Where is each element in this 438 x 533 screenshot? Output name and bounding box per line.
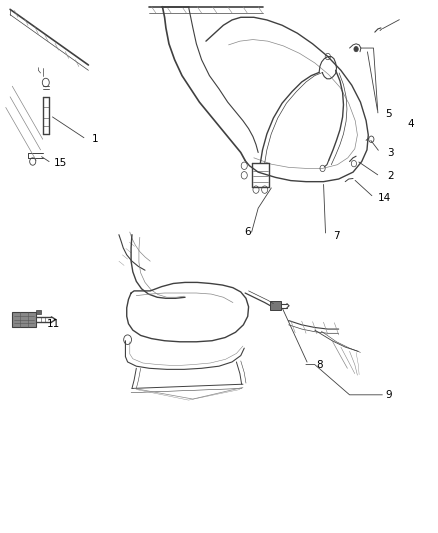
Text: 5: 5	[385, 109, 392, 119]
Text: 11: 11	[47, 319, 60, 329]
Text: 14: 14	[378, 192, 391, 203]
Text: 6: 6	[244, 227, 251, 237]
Text: 15: 15	[53, 158, 67, 168]
Bar	[270, 302, 281, 310]
FancyBboxPatch shape	[12, 312, 36, 327]
Text: 2: 2	[388, 172, 394, 181]
Bar	[36, 310, 41, 314]
Text: 3: 3	[388, 148, 394, 158]
Text: 7: 7	[333, 231, 340, 241]
Circle shape	[354, 46, 358, 52]
Text: 8: 8	[316, 360, 322, 369]
Text: 4: 4	[407, 119, 414, 130]
Text: 1: 1	[92, 134, 98, 144]
Text: 9: 9	[385, 390, 392, 400]
